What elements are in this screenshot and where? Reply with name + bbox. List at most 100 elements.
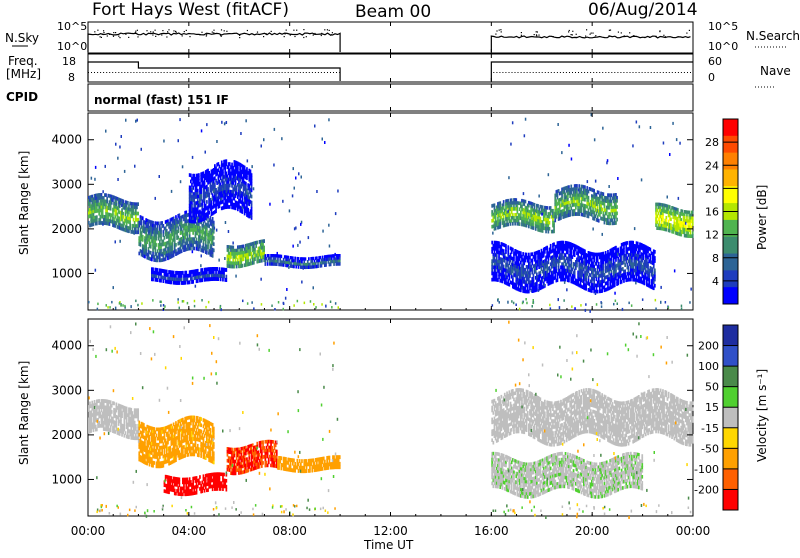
nave-dot bbox=[636, 72, 637, 73]
nsearch-dot bbox=[500, 29, 501, 30]
echo-cell bbox=[616, 218, 618, 222]
nave-dot bbox=[633, 72, 634, 73]
freq-label-line1: Freq. bbox=[8, 54, 38, 68]
echo-cell bbox=[615, 221, 617, 225]
nsearch-dot bbox=[330, 35, 331, 36]
echo-speckle bbox=[663, 142, 665, 145]
echo-cell bbox=[601, 289, 603, 293]
echo-cell bbox=[654, 278, 656, 282]
nave-dot bbox=[91, 72, 92, 73]
echo-cell bbox=[537, 204, 539, 208]
nave-dot bbox=[282, 72, 283, 73]
nave-dot bbox=[554, 72, 555, 73]
echo-cell bbox=[505, 250, 507, 254]
nsearch-dot bbox=[176, 32, 177, 33]
nave-dot bbox=[527, 72, 528, 73]
nsearch-dot bbox=[324, 29, 325, 30]
echo-cell bbox=[212, 254, 214, 258]
echo-cell bbox=[545, 212, 547, 216]
nsearch-dot bbox=[107, 35, 108, 36]
echo-cell bbox=[137, 230, 139, 234]
nsearch-dot bbox=[329, 30, 330, 31]
nsearch-dot bbox=[576, 37, 577, 38]
nsearch-dot bbox=[206, 35, 207, 36]
nave-dot bbox=[227, 72, 228, 73]
noise-tick-left-top: 10^5 bbox=[57, 20, 87, 33]
nave-dot bbox=[590, 72, 591, 73]
nsearch-dot bbox=[536, 31, 537, 32]
nave-dot bbox=[560, 72, 561, 73]
echo-cell bbox=[507, 223, 509, 227]
echo-speckle bbox=[542, 263, 544, 266]
nave-dot bbox=[264, 72, 265, 73]
echo-cell bbox=[654, 259, 656, 263]
nsearch-dot bbox=[306, 36, 307, 37]
nave-dot bbox=[575, 72, 576, 73]
echo-speckle bbox=[335, 212, 337, 215]
noise-tick-right-top: 10^5 bbox=[708, 20, 738, 33]
echo-cell bbox=[670, 218, 672, 222]
echo-cell bbox=[692, 211, 694, 215]
nave-dot bbox=[267, 72, 268, 73]
nsearch-dot bbox=[568, 31, 569, 32]
nave-dot bbox=[536, 72, 537, 73]
nsearch-dot bbox=[571, 34, 572, 35]
echo-cell bbox=[133, 218, 135, 222]
nave-dot bbox=[593, 72, 594, 73]
nave-dot bbox=[188, 72, 189, 73]
echo-cell bbox=[305, 257, 307, 260]
echo-cell bbox=[267, 262, 269, 265]
nave-dot bbox=[690, 72, 691, 73]
nave-dot bbox=[251, 72, 252, 73]
echo-cell bbox=[499, 225, 501, 229]
echo-speckle bbox=[250, 215, 252, 218]
echo-cell bbox=[242, 264, 244, 268]
echo-speckle bbox=[587, 180, 589, 183]
echo-cell bbox=[142, 238, 144, 242]
nave-dot bbox=[572, 72, 573, 73]
echo-speckle bbox=[660, 301, 662, 304]
echo-cell bbox=[574, 253, 576, 257]
echo-cell bbox=[606, 212, 608, 216]
echo-cell bbox=[509, 277, 511, 281]
echo-cell bbox=[624, 263, 626, 267]
nsearch-dot bbox=[569, 30, 570, 31]
nsearch-dot bbox=[239, 37, 240, 38]
nsearch-dot bbox=[220, 35, 221, 36]
echo-cell bbox=[529, 287, 531, 291]
nsearch-dot bbox=[100, 36, 101, 37]
echo-cell bbox=[692, 234, 694, 238]
echo-speckle bbox=[628, 269, 630, 272]
echo-cell bbox=[653, 265, 655, 269]
nsearch-dot bbox=[644, 37, 645, 38]
nsearch-dot bbox=[576, 34, 577, 35]
nave-dot bbox=[143, 72, 144, 73]
echo-cell bbox=[617, 282, 619, 286]
echo-cell bbox=[519, 222, 521, 226]
nsearch-dot bbox=[689, 30, 690, 31]
echo-cell bbox=[137, 202, 139, 206]
echo-cell bbox=[522, 252, 524, 256]
echo-cell bbox=[569, 210, 571, 214]
nave-dot bbox=[176, 72, 177, 73]
nsearch-dot bbox=[161, 34, 162, 35]
nsearch-dot bbox=[257, 32, 258, 33]
nave-dot bbox=[306, 72, 307, 73]
echo-speckle bbox=[292, 245, 294, 248]
nsearch-dot bbox=[572, 31, 573, 32]
echo-cell bbox=[253, 261, 255, 265]
nsearch-dot bbox=[224, 30, 225, 31]
nsearch-dot bbox=[629, 32, 630, 33]
echo-cell bbox=[226, 278, 228, 282]
echo-cell bbox=[549, 221, 551, 225]
echo-cell bbox=[598, 219, 600, 223]
nave-dot bbox=[130, 72, 131, 73]
echo-cell bbox=[96, 218, 98, 222]
nave-dot bbox=[651, 72, 652, 73]
nsearch-dot bbox=[678, 36, 679, 37]
echo-speckle bbox=[232, 242, 234, 245]
nsearch-dot bbox=[212, 32, 213, 33]
nsearch-dot bbox=[293, 30, 294, 31]
nsearch-dot bbox=[321, 35, 322, 36]
nave-dot bbox=[118, 72, 119, 73]
